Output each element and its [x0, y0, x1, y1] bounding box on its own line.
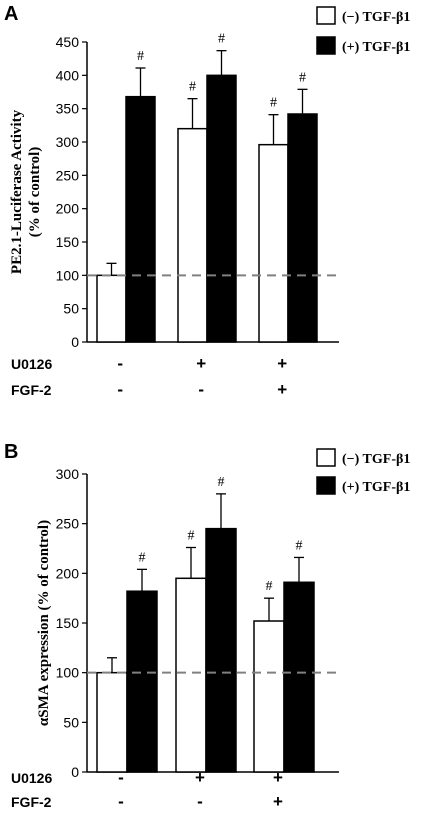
y-tick-label: 0 [71, 334, 79, 350]
y-tick-label: 50 [63, 714, 79, 730]
condition-label: U0126 [11, 770, 52, 786]
y-axis-label: PE2.1-Luciferase Activity [9, 109, 25, 274]
condition-label: FGF-2 [11, 382, 52, 398]
chart-panel-a: A 0 50 100 150 200 250 300 350 400 450 PE2.1-Lucife… [4, 3, 410, 399]
y-tick-label: 450 [56, 34, 80, 50]
significance-mark: # [188, 529, 195, 544]
condition-mark: - [117, 380, 123, 399]
condition-mark: - [197, 792, 203, 811]
condition-mark: + [277, 354, 287, 373]
y-tick-label: 200 [56, 565, 80, 581]
y-tick-label: 150 [56, 615, 80, 631]
y-tick-label: 50 [63, 301, 79, 317]
y-axis-label: (% of control) [27, 147, 43, 238]
condition-mark: + [273, 792, 283, 811]
legend-label: (+) TGF-β1 [342, 40, 410, 55]
legend-swatch [316, 448, 336, 467]
condition-mark: + [195, 768, 205, 787]
y-tick-label: 300 [56, 466, 80, 482]
significance-mark: # [296, 538, 303, 553]
panel-letter: A [4, 3, 18, 25]
significance-mark: # [266, 579, 273, 594]
y-tick-label: 200 [56, 201, 80, 217]
y-tick-label: 250 [56, 516, 80, 532]
condition-mark: - [118, 768, 124, 787]
y-axis-label: αSMA expression (% of control) [36, 520, 52, 726]
bar [205, 527, 237, 773]
legend-swatch [316, 476, 336, 495]
significance-mark: # [218, 32, 225, 47]
bar [253, 620, 285, 773]
condition-label: U0126 [11, 356, 52, 372]
bar [206, 74, 237, 343]
bar [287, 113, 318, 343]
condition-mark: - [117, 354, 123, 373]
significance-mark: # [218, 475, 225, 490]
legend-label: (+) TGF-β1 [342, 480, 410, 495]
panel-letter: B [4, 441, 18, 463]
y-tick-label: 100 [56, 665, 80, 681]
bar [96, 671, 128, 773]
y-tick-label: 150 [56, 234, 80, 250]
bar [258, 143, 289, 343]
legend-label: (−) TGF-β1 [342, 10, 410, 25]
y-tick-label: 250 [56, 167, 80, 183]
y-tick-label: 350 [56, 101, 80, 117]
significance-mark: # [189, 80, 196, 95]
bar [125, 95, 156, 343]
condition-mark: + [196, 354, 206, 373]
condition-mark: + [277, 380, 287, 399]
y-tick-label: 0 [71, 764, 79, 780]
condition-label: FGF-2 [11, 794, 52, 810]
significance-mark: # [299, 70, 306, 85]
condition-mark: - [118, 792, 124, 811]
condition-mark: + [273, 768, 283, 787]
legend-swatch [316, 36, 336, 55]
condition-mark: - [198, 380, 204, 399]
legend-label: (−) TGF-β1 [342, 452, 410, 467]
bar [283, 581, 315, 773]
y-tick-label: 100 [56, 267, 80, 283]
y-tick-label: 300 [56, 134, 80, 150]
bar [177, 127, 208, 343]
chart-panel-b: B 0 50 100 150 200 250 300 αSMA expression (% of… [4, 441, 410, 811]
significance-mark: # [270, 96, 277, 111]
legend-swatch [316, 6, 336, 25]
significance-mark: # [139, 550, 146, 565]
bar [175, 577, 207, 773]
significance-mark: # [137, 49, 144, 64]
bar [126, 590, 158, 773]
y-tick-label: 400 [56, 67, 80, 83]
bar [96, 274, 127, 343]
